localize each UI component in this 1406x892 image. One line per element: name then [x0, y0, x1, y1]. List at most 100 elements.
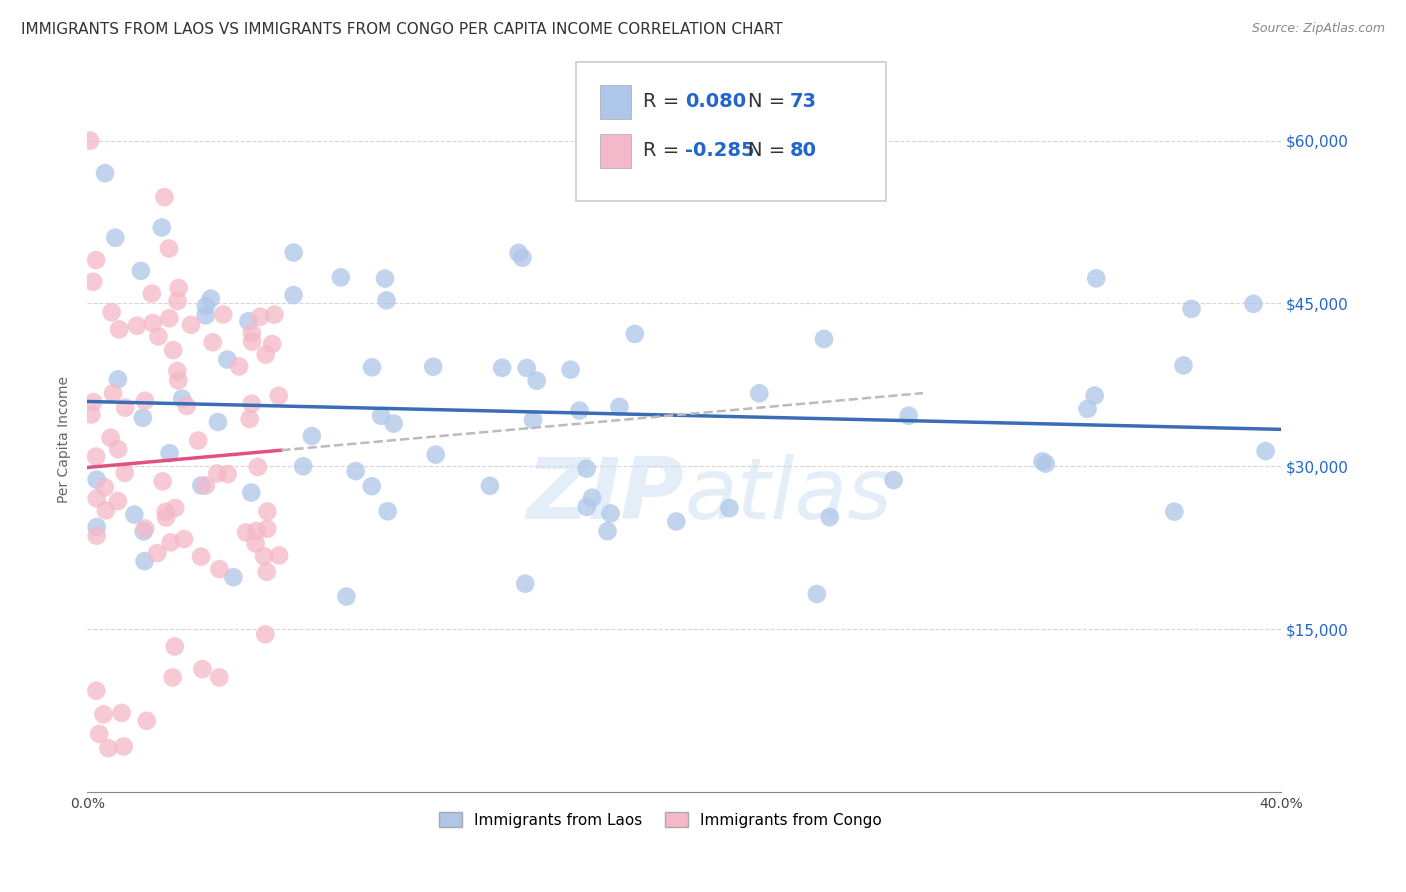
- Point: [100, 431, 122, 445]
- Point: [491, 360, 513, 375]
- Point: [560, 362, 582, 376]
- Point: [176, 399, 198, 413]
- Point: [813, 332, 835, 346]
- Point: [107, 494, 129, 508]
- Point: [153, 190, 176, 204]
- Point: [166, 294, 188, 309]
- Point: [818, 510, 841, 524]
- Point: [1085, 271, 1108, 285]
- Text: 0.080: 0.080: [685, 92, 745, 112]
- Point: [806, 587, 828, 601]
- Point: [80, 408, 103, 422]
- Point: [718, 501, 741, 516]
- Point: [107, 372, 129, 386]
- Point: [240, 397, 263, 411]
- Point: [180, 318, 202, 332]
- Point: [382, 417, 405, 431]
- Point: [162, 670, 184, 684]
- Point: [152, 475, 174, 489]
- Text: atlas: atlas: [685, 454, 893, 537]
- Point: [86, 683, 108, 698]
- Point: [194, 309, 217, 323]
- Point: [190, 549, 212, 564]
- Point: [240, 334, 263, 349]
- Point: [132, 524, 155, 539]
- Point: [283, 245, 305, 260]
- Point: [159, 446, 181, 460]
- Point: [190, 478, 212, 492]
- Point: [86, 529, 108, 543]
- Point: [217, 352, 239, 367]
- Point: [86, 520, 108, 534]
- Point: [283, 288, 305, 302]
- Point: [146, 546, 169, 560]
- Point: [89, 727, 111, 741]
- Point: [86, 473, 108, 487]
- Point: [162, 343, 184, 357]
- Text: N =: N =: [748, 141, 792, 161]
- Point: [208, 670, 231, 684]
- Point: [344, 464, 367, 478]
- Point: [249, 310, 271, 324]
- Point: [79, 134, 101, 148]
- Point: [155, 505, 177, 519]
- Point: [191, 662, 214, 676]
- Point: [93, 707, 115, 722]
- Text: R =: R =: [643, 92, 685, 112]
- Point: [165, 500, 187, 515]
- Point: [478, 479, 501, 493]
- Point: [107, 442, 129, 457]
- Point: [129, 264, 152, 278]
- Point: [157, 311, 180, 326]
- Point: [239, 412, 262, 426]
- Point: [148, 329, 170, 343]
- Legend: Immigrants from Laos, Immigrants from Congo: Immigrants from Laos, Immigrants from Co…: [433, 805, 889, 834]
- Point: [301, 429, 323, 443]
- Point: [163, 640, 186, 654]
- Point: [167, 281, 190, 295]
- Point: [114, 401, 136, 415]
- Point: [141, 286, 163, 301]
- Point: [335, 590, 357, 604]
- Text: ZIP: ZIP: [526, 454, 685, 537]
- Point: [360, 479, 382, 493]
- Point: [166, 364, 188, 378]
- Point: [82, 395, 104, 409]
- Point: [150, 220, 173, 235]
- Point: [173, 532, 195, 546]
- Point: [522, 413, 544, 427]
- Point: [377, 504, 399, 518]
- Point: [516, 361, 538, 376]
- Point: [240, 485, 263, 500]
- Text: R =: R =: [643, 141, 685, 161]
- Y-axis label: Per Capita Income: Per Capita Income: [58, 376, 72, 503]
- Point: [167, 374, 190, 388]
- Point: [125, 318, 148, 333]
- Point: [267, 389, 290, 403]
- Point: [245, 536, 267, 550]
- Point: [515, 576, 537, 591]
- Point: [235, 525, 257, 540]
- Point: [262, 337, 284, 351]
- Point: [100, 305, 122, 319]
- Point: [596, 524, 619, 539]
- Point: [82, 275, 104, 289]
- Point: [86, 491, 108, 506]
- Point: [575, 500, 598, 514]
- Point: [254, 627, 277, 641]
- Point: [246, 460, 269, 475]
- Point: [361, 360, 384, 375]
- Point: [134, 554, 156, 568]
- Point: [508, 246, 530, 260]
- Point: [108, 322, 131, 336]
- Point: [112, 739, 135, 754]
- Point: [207, 415, 229, 429]
- Point: [200, 292, 222, 306]
- Point: [84, 253, 107, 268]
- Point: [1035, 457, 1057, 471]
- Point: [665, 515, 688, 529]
- Point: [1031, 454, 1053, 468]
- Point: [238, 314, 260, 328]
- Point: [253, 549, 276, 564]
- Point: [748, 386, 770, 401]
